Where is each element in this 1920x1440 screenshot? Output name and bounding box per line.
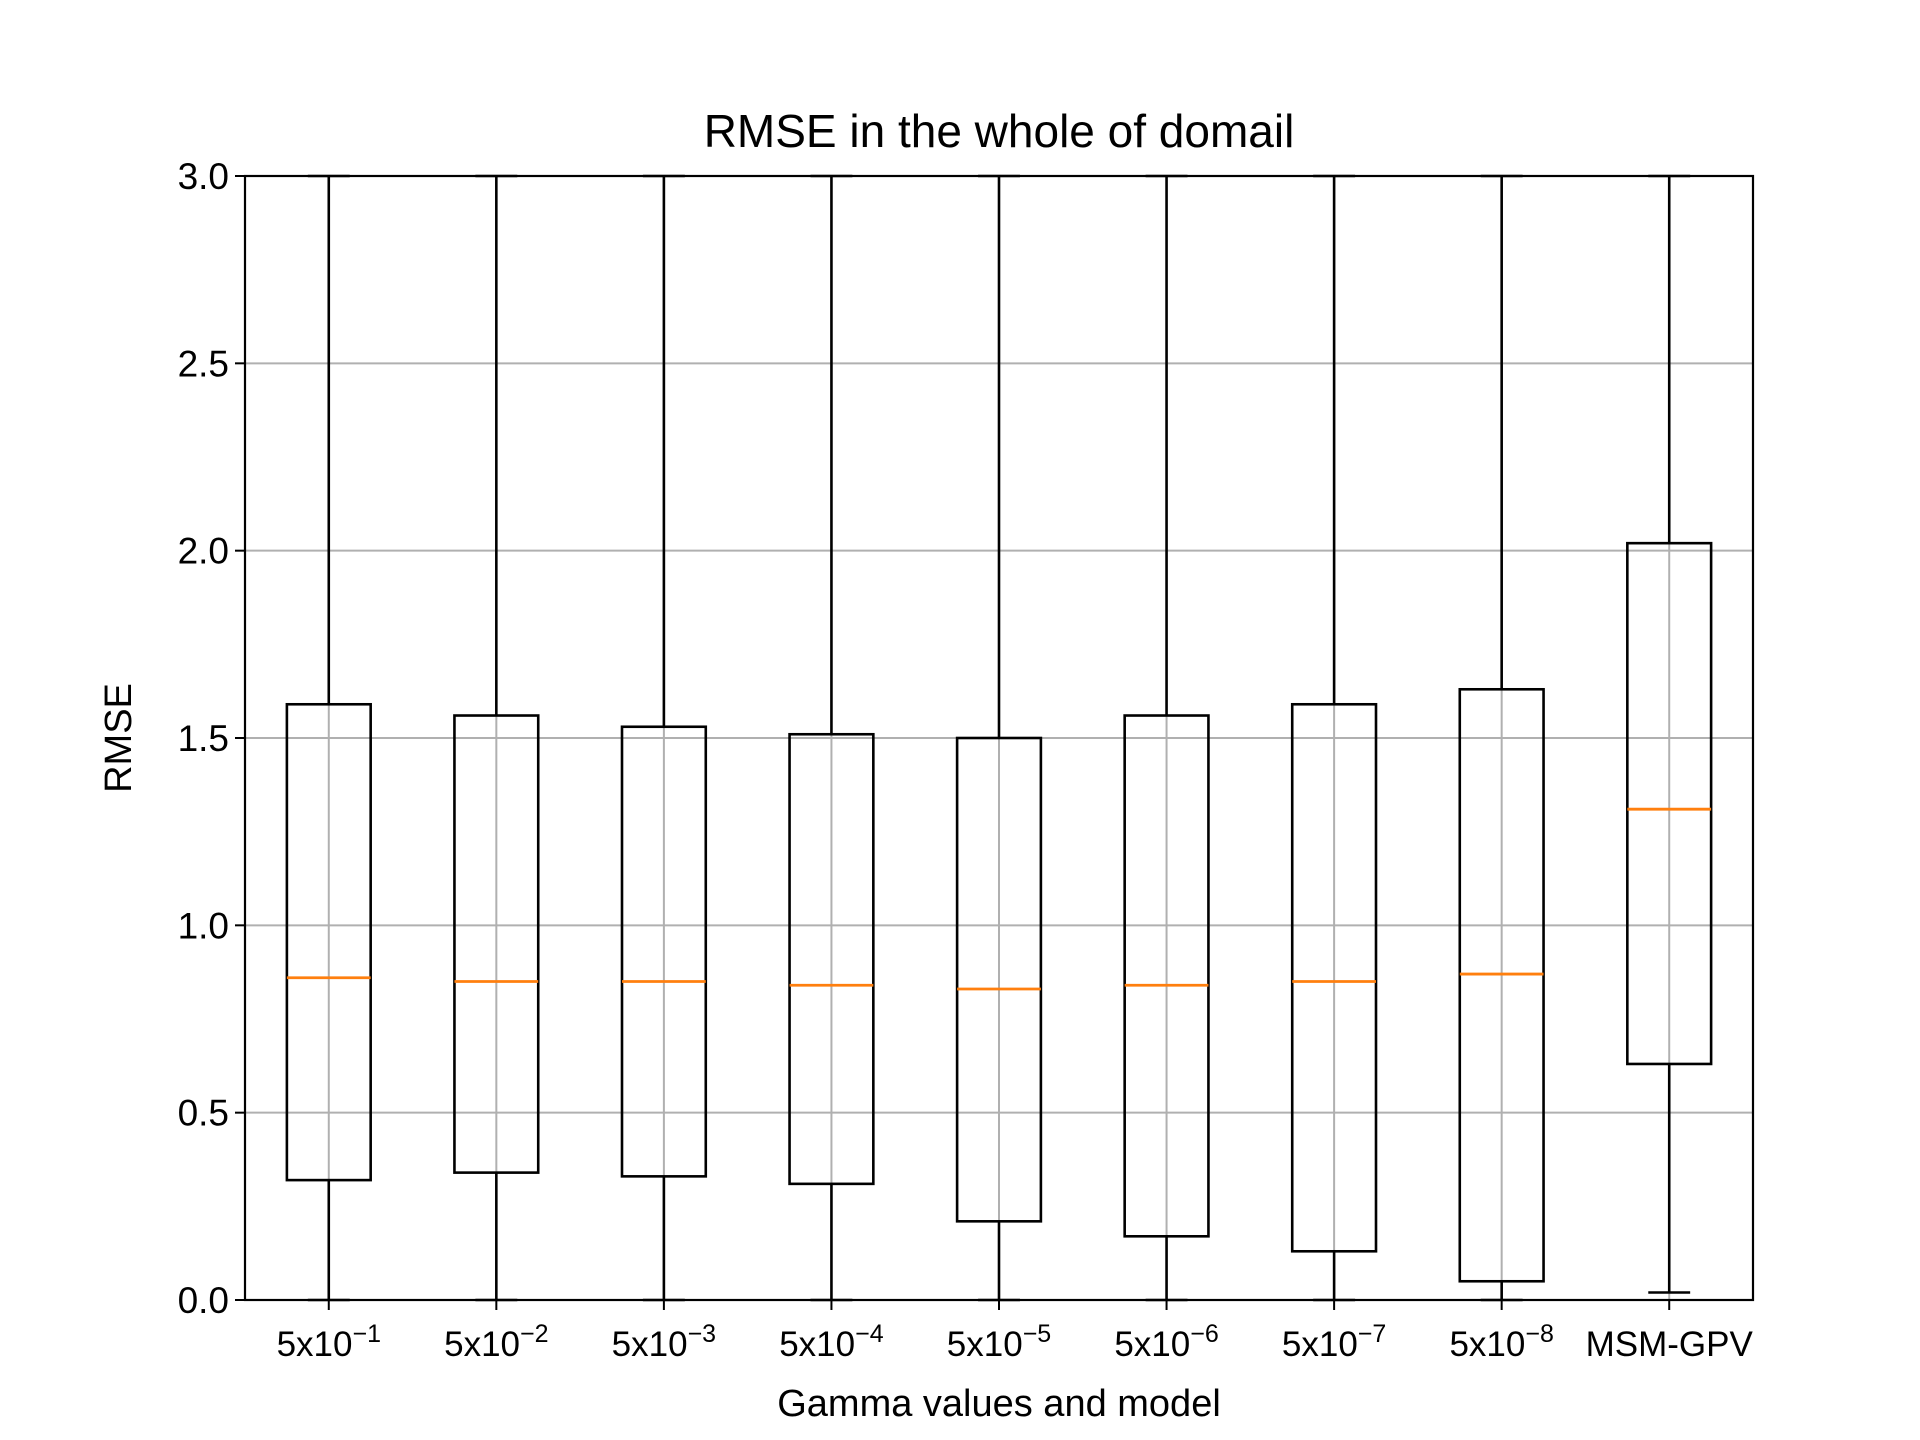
box-iqr bbox=[1626, 541, 1713, 1066]
x-tick-label-exponent: −6 bbox=[1190, 1320, 1219, 1348]
box-iqr bbox=[1290, 702, 1378, 1253]
x-tick-label-exponent: −7 bbox=[1358, 1320, 1387, 1348]
y-tick-label: 0.5 bbox=[178, 1093, 229, 1134]
x-tick-label-base: 5x10 bbox=[444, 1325, 520, 1364]
y-tick-label: 1.5 bbox=[178, 718, 229, 759]
box-group bbox=[1123, 174, 1210, 1302]
x-tick-label-base: 5x10 bbox=[277, 1325, 353, 1364]
x-tick-label: 5x10−4 bbox=[779, 1320, 884, 1364]
y-tick-label: 0.0 bbox=[178, 1280, 229, 1321]
x-tick-label: 5x10−5 bbox=[947, 1320, 1051, 1364]
y-tick-label: 3.0 bbox=[178, 156, 229, 197]
x-tick-label-exponent: −8 bbox=[1525, 1320, 1554, 1348]
x-tick-label-base: 5x10 bbox=[779, 1325, 855, 1364]
x-tick-label-exponent: −2 bbox=[520, 1320, 549, 1348]
x-tick-label: MSM-GPV bbox=[1586, 1325, 1754, 1364]
box-group bbox=[1626, 174, 1713, 1294]
x-axis-ticks: 5x10−1 5x10−2 5x10−3 5x10−4 5x10−5 5x10−6 5x10… bbox=[277, 1300, 1754, 1364]
x-tick-label-exponent: −4 bbox=[855, 1320, 884, 1348]
box-iqr bbox=[1458, 687, 1545, 1283]
x-tick-label: 5x10−6 bbox=[1114, 1320, 1218, 1364]
x-tick-label: 5x10−3 bbox=[612, 1320, 716, 1364]
x-tick-label: 5x10−7 bbox=[1282, 1320, 1386, 1364]
x-tick-label-exponent: −3 bbox=[688, 1320, 717, 1348]
box-group bbox=[1458, 174, 1545, 1302]
x-tick-label-exponent: −1 bbox=[352, 1320, 381, 1348]
box-group bbox=[620, 174, 708, 1302]
box-iqr bbox=[453, 714, 540, 1174]
y-axis-ticks: 0.0 0.5 1.0 1.5 2.0 2.5 3.0 bbox=[178, 156, 245, 1321]
x-tick-label-base: 5x10 bbox=[612, 1325, 688, 1364]
x-tick-label-base: 5x10 bbox=[947, 1325, 1023, 1364]
box-iqr bbox=[955, 736, 1043, 1223]
x-tick-label: 5x10−2 bbox=[444, 1320, 548, 1364]
x-tick-label: 5x10−8 bbox=[1449, 1320, 1553, 1364]
box-iqr bbox=[285, 702, 372, 1182]
x-axis-label: Gamma values and model bbox=[777, 1383, 1221, 1425]
box-iqr bbox=[620, 725, 708, 1178]
x-tick-label-base: MSM-GPV bbox=[1586, 1325, 1754, 1364]
y-tick-label: 2.5 bbox=[178, 343, 229, 384]
x-tick-label-base: 5x10 bbox=[1114, 1325, 1190, 1364]
x-tick-label-base: 5x10 bbox=[1282, 1325, 1358, 1364]
box-iqr bbox=[1123, 714, 1210, 1238]
box-iqr bbox=[788, 732, 875, 1186]
y-tick-label: 1.0 bbox=[178, 905, 229, 946]
x-tick-label-exponent: −5 bbox=[1023, 1320, 1052, 1348]
chart-title: RMSE in the whole of domail bbox=[704, 105, 1295, 157]
x-tick-label-base: 5x10 bbox=[1449, 1325, 1525, 1364]
x-tick-label: 5x10−1 bbox=[277, 1320, 381, 1364]
y-axis-label: RMSE bbox=[98, 683, 140, 793]
y-tick-label: 2.0 bbox=[178, 531, 229, 572]
